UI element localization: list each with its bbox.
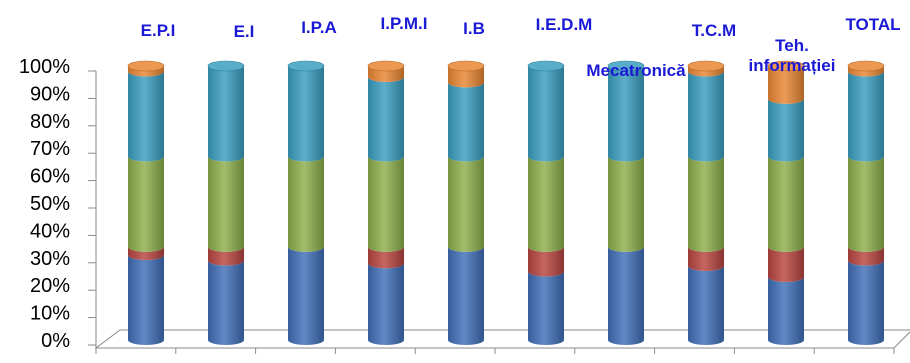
y-tick-label: 100% [19,56,70,78]
category-label: I.B [463,19,485,38]
bar-segment [448,82,484,162]
category-label: T.C.M [692,21,736,40]
category-label: E.I [234,22,255,41]
bar-segment [128,156,164,252]
bar-segment [448,246,484,345]
bar-top-cap [287,60,325,72]
category-label: TOTAL [845,15,900,34]
bar-top-cap [447,60,485,72]
bar-segment [288,246,324,345]
bar-segment [528,271,564,345]
bar-segment [768,66,804,104]
bar-segment [608,156,644,252]
bar-stack [447,60,485,345]
y-axis: 0% 10% 20% 30% 40% 50% 60% 70% 80% 90% 100% [19,56,97,352]
bar-segment [848,246,884,266]
y-tick-label: 80% [30,111,70,133]
category-label: I.E.D.M [536,15,593,34]
bar-segment [128,255,164,345]
category-label: E.P.I [141,21,176,40]
bar-segment [208,156,244,252]
bar-top-cap [687,60,725,72]
bar-stack [127,60,165,345]
bar-segment [528,66,564,162]
y-tick-label: 60% [30,166,70,188]
bar-segment [688,266,724,345]
y-tick-label: 0% [41,330,70,352]
y-tick-label: 50% [30,193,70,215]
bar-top-cap [367,60,405,72]
y-tick-label: 90% [30,83,70,105]
bar-segment [288,66,324,162]
bar-stack [527,60,565,345]
bar-segment [128,71,164,162]
bars [127,60,885,345]
bar-segment [848,260,884,345]
bar-stack [767,60,805,345]
bar-stack [367,60,405,345]
bar-segment [688,71,724,162]
bar-segment [208,66,244,162]
bar-segment [368,263,404,345]
y-tick-label: 20% [30,275,70,297]
bar-segment [768,98,804,162]
category-label: I.P.M.I [381,14,428,33]
bar-segment [848,156,884,252]
bar-segment [448,156,484,252]
category-label: informației [749,56,836,75]
bar-top-cap [607,60,645,72]
y-tick-label: 30% [30,248,70,270]
bar-stack [687,60,725,345]
bar-top-cap [767,60,805,72]
category-labels: E.P.I E.I I.P.A I.P.M.I I.B I.E.D.M Mecatronic… [141,14,901,80]
bar-stack [847,60,885,345]
bar-top-cap [207,60,245,72]
bar-segment [368,246,404,269]
bar-stack [287,60,325,345]
bar-segment [368,156,404,252]
bar-segment [768,276,804,345]
bar-segment [368,76,404,162]
category-label: I.P.A [301,18,337,37]
bar-stack [207,60,245,345]
bar-segment [608,66,644,162]
bar-segment [608,246,644,345]
y-tick-label: 10% [30,303,70,325]
bar-segment [768,246,804,282]
bar-segment [528,156,564,252]
bar-segment [368,66,404,82]
bar-segment [208,246,244,266]
bar-top-cap [527,60,565,72]
bar-segment [768,156,804,252]
bar-segment [688,156,724,252]
bar-segment [128,246,164,261]
bar-top-cap [127,60,165,72]
bar-segment [848,71,884,162]
bar-segment [688,246,724,272]
bar-segment [288,156,324,252]
bar-segment [528,246,564,277]
bar-top-cap [847,60,885,72]
y-tick-label: 70% [30,138,70,160]
bar-segment [208,260,244,345]
y-tick-label: 40% [30,220,70,242]
category-label: Mecatronică [586,61,686,80]
bar-segment [448,66,484,88]
category-label: Teh. [775,36,809,55]
bar-stack [607,60,645,345]
